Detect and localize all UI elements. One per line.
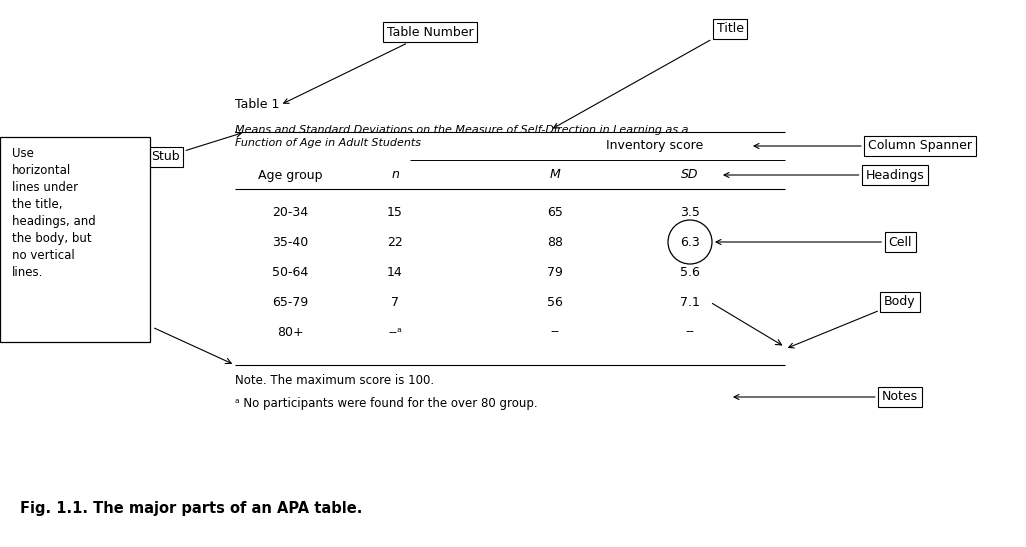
Text: 7: 7 [391, 295, 399, 309]
Text: Stub: Stub [151, 132, 241, 164]
Text: 56: 56 [547, 295, 563, 309]
Text: 65: 65 [547, 206, 563, 218]
Text: 7.1: 7.1 [680, 295, 700, 309]
Text: 20-34: 20-34 [272, 206, 308, 218]
Text: Fig. 1.1. The major parts of an APA table.: Fig. 1.1. The major parts of an APA tabl… [19, 502, 362, 516]
Text: 88: 88 [547, 236, 563, 248]
Text: Inventory score: Inventory score [606, 139, 704, 153]
Text: Table 1: Table 1 [235, 98, 279, 112]
Text: 15: 15 [387, 206, 403, 218]
Text: 3.5: 3.5 [680, 206, 700, 218]
Text: Title: Title [553, 22, 744, 128]
Text: 79: 79 [547, 265, 563, 278]
Text: Cell: Cell [716, 236, 912, 248]
Text: ᵃ No participants were found for the over 80 group.: ᵃ No participants were found for the ove… [235, 397, 538, 410]
Text: Body: Body [789, 295, 916, 348]
Text: Column Spanner: Column Spanner [754, 139, 972, 153]
Text: 65-79: 65-79 [272, 295, 308, 309]
Text: Age group: Age group [258, 168, 322, 182]
Text: M: M [550, 168, 560, 182]
Text: Note. The maximum score is 100.: Note. The maximum score is 100. [235, 374, 434, 387]
Text: 35-40: 35-40 [272, 236, 308, 248]
Text: Notes: Notes [734, 391, 918, 404]
Text: 6.3: 6.3 [680, 236, 700, 248]
Text: 5.6: 5.6 [680, 265, 700, 278]
Text: 80+: 80+ [277, 325, 304, 339]
Text: 22: 22 [387, 236, 403, 248]
Text: SD: SD [681, 168, 699, 182]
Text: Table Number: Table Number [283, 26, 473, 103]
Text: --: -- [685, 325, 695, 339]
Text: n: n [391, 168, 399, 182]
Text: --: -- [551, 325, 559, 339]
Text: 14: 14 [387, 265, 403, 278]
Text: 50-64: 50-64 [272, 265, 308, 278]
FancyBboxPatch shape [0, 137, 150, 342]
Text: Means and Standard Deviations on the Measure of Self-Direction in Learning as a
: Means and Standard Deviations on the Mea… [235, 125, 688, 148]
Text: --ᵃ: --ᵃ [388, 325, 402, 339]
Text: Headings: Headings [724, 168, 924, 182]
Text: Use
horizontal
lines under
the title,
headings, and
the body, but
no vertical
li: Use horizontal lines under the title, he… [12, 147, 95, 279]
